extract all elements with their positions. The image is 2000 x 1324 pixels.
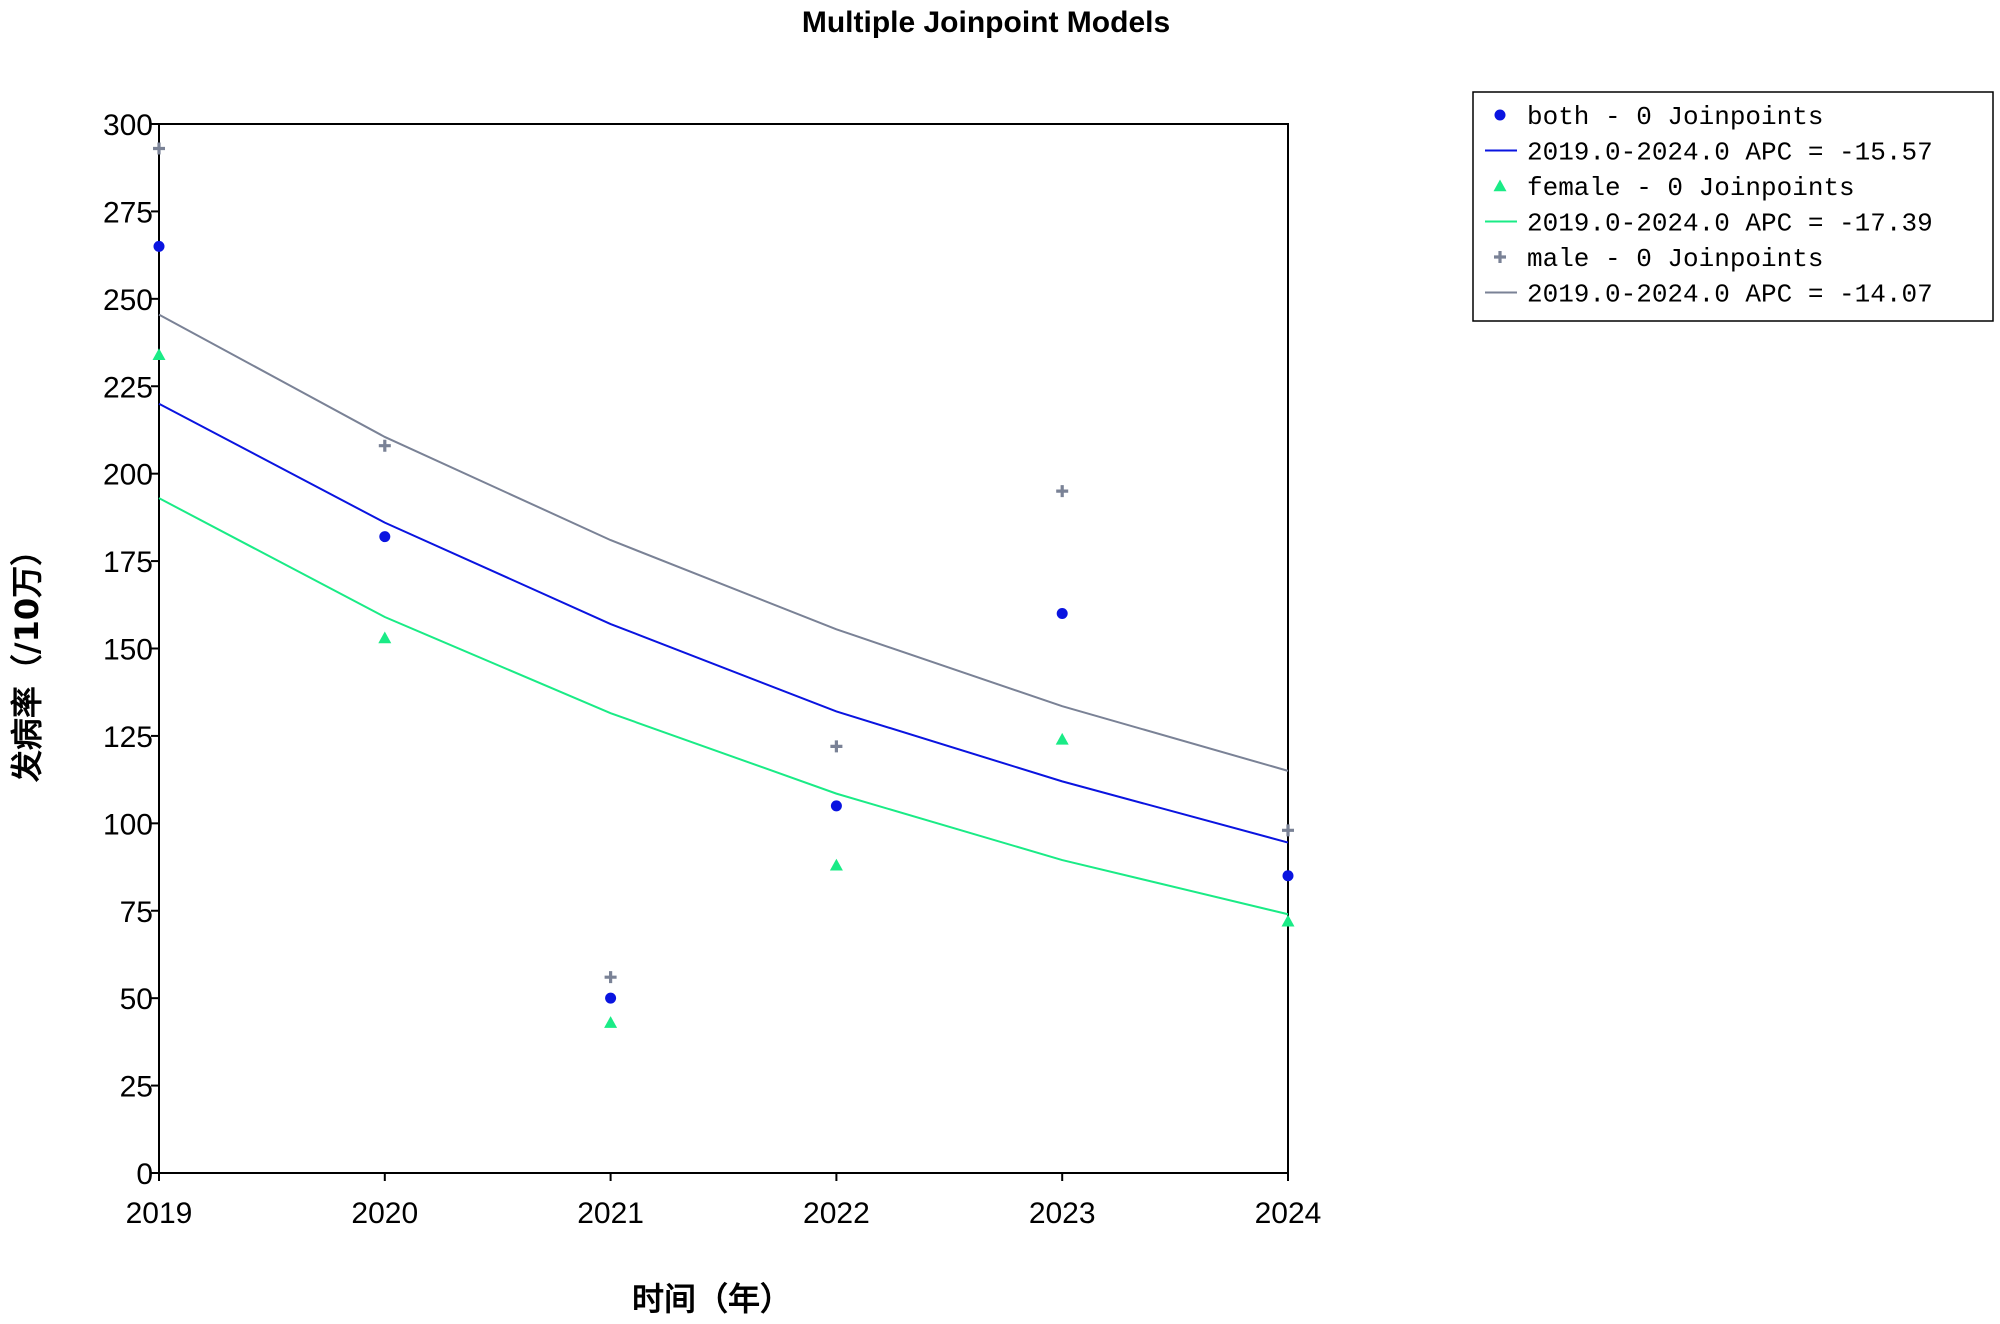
x-tick-label: 2019 — [126, 1197, 193, 1230]
both-point — [153, 240, 165, 252]
both-legend-marker — [1494, 109, 1506, 121]
y-tick-label: 75 — [120, 896, 153, 929]
male-point — [1282, 824, 1294, 837]
y-axis-title: 发病率（/10万） — [8, 534, 46, 782]
male-legend-apc: 2019.0-2024.0 APC = -14.07 — [1527, 280, 1933, 310]
both-point — [1282, 870, 1294, 882]
female-point — [1281, 914, 1295, 927]
y-tick-label: 300 — [103, 109, 153, 142]
male-legend-marker — [1494, 251, 1506, 263]
female-legend-label: female - 0 Joinpoints — [1527, 173, 1855, 203]
female-point — [378, 631, 392, 644]
both-legend-label: both - 0 Joinpoints — [1527, 102, 1823, 132]
y-axis: 0 25 50 75 100 125 150 175 200 225 250 275 300 — [103, 109, 159, 1191]
female-point — [604, 1016, 618, 1028]
male-point — [830, 740, 843, 753]
y-tick-label: 150 — [103, 634, 153, 667]
both-point — [379, 531, 391, 543]
plot-area — [158, 123, 1289, 1174]
legend-box — [1472, 91, 1994, 322]
y-tick-label: 225 — [103, 371, 153, 404]
x-axis: 2019 2020 2021 2022 2023 2024 — [126, 1173, 1322, 1230]
observed-points — [152, 142, 1295, 1028]
female-legend-marker — [1493, 179, 1507, 192]
fitted-lines — [158, 313, 1289, 916]
both-fitted-line — [158, 402, 1289, 844]
female-point — [1055, 732, 1069, 745]
y-tick-label: 25 — [120, 1071, 153, 1104]
male-point — [153, 142, 165, 155]
y-tick-label: 100 — [103, 808, 153, 841]
y-tick-label: 0 — [136, 1158, 153, 1191]
female-fitted-line — [158, 497, 1289, 916]
both-point — [1056, 608, 1068, 620]
x-tick-label: 2020 — [351, 1197, 418, 1230]
x-axis-title: 时间（年） — [632, 1280, 792, 1318]
both-point — [830, 800, 842, 812]
female-legend-apc: 2019.0-2024.0 APC = -17.39 — [1527, 209, 1933, 239]
legend: both - 0 Joinpoints 2019.0-2024.0 APC = -… — [1472, 91, 1994, 322]
male-point — [378, 439, 391, 452]
female-point — [152, 348, 166, 360]
x-tick-label: 2022 — [803, 1197, 870, 1230]
x-tick-label: 2021 — [577, 1197, 644, 1230]
male-point — [604, 971, 617, 984]
male-fitted-line — [158, 313, 1289, 772]
x-tick-label: 2024 — [1255, 1197, 1322, 1230]
y-tick-label: 125 — [103, 721, 153, 754]
y-tick-label: 250 — [103, 284, 153, 317]
both-legend-apc: 2019.0-2024.0 APC = -15.57 — [1527, 138, 1933, 168]
male-point — [1056, 485, 1069, 498]
y-tick-label: 50 — [120, 983, 153, 1016]
female-point — [829, 858, 843, 871]
chart-title: Multiple Joinpoint Models — [802, 6, 1170, 39]
y-tick-label: 175 — [103, 546, 153, 579]
male-legend-label: male - 0 Joinpoints — [1527, 244, 1823, 274]
both-point — [605, 992, 617, 1004]
x-tick-label: 2023 — [1029, 1197, 1096, 1230]
y-tick-label: 200 — [103, 459, 153, 492]
y-tick-label: 275 — [103, 196, 153, 229]
